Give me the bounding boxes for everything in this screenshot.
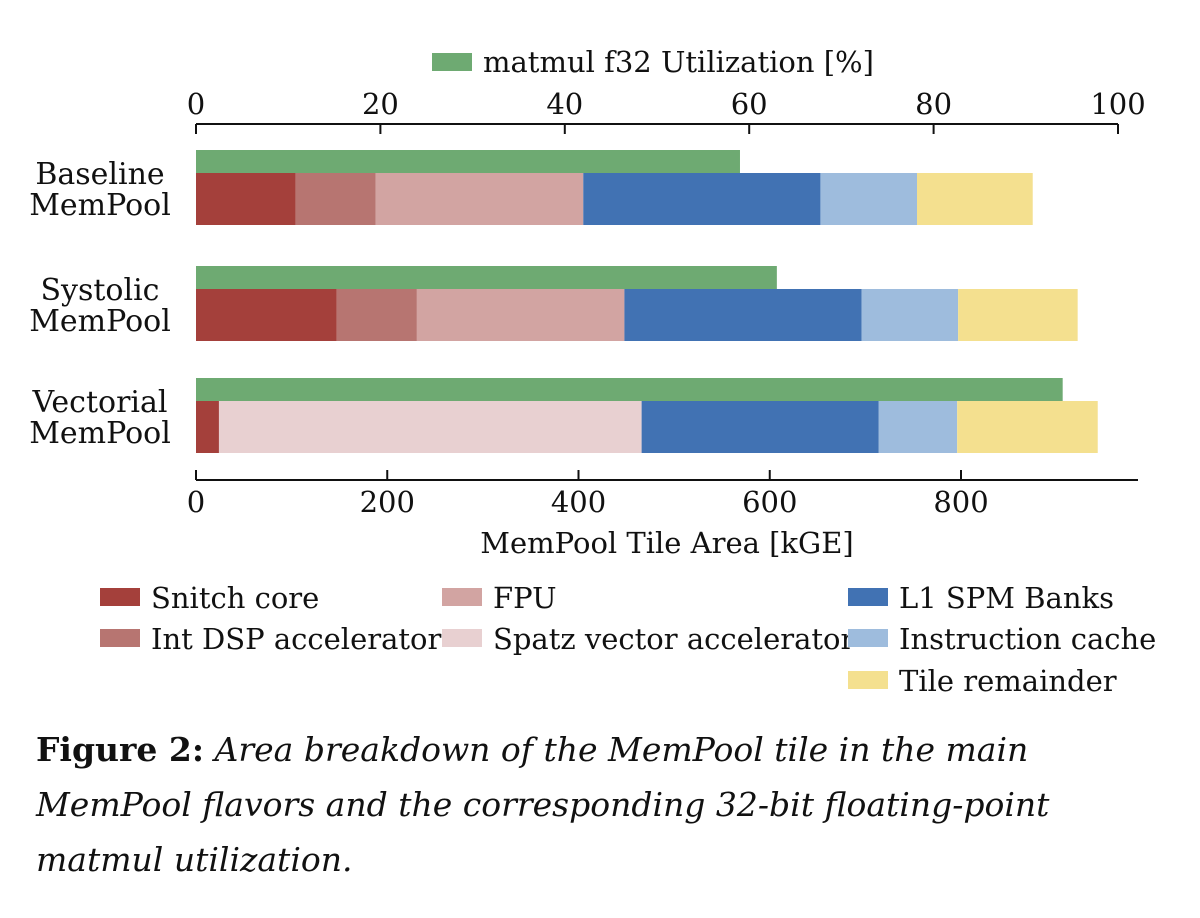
util-axis-tick-label: 0: [187, 87, 205, 121]
area-bar-segment: [957, 401, 1098, 453]
area-bar-segment: [196, 173, 296, 225]
legend-swatch: [848, 671, 888, 689]
legend-swatch: [442, 629, 482, 647]
area-axis-tick-label: 800: [933, 485, 988, 519]
category-label: Systolic: [40, 273, 159, 308]
category-label: MemPool: [29, 416, 171, 451]
area-bar-segment: [624, 289, 862, 341]
area-bar-segment: [641, 401, 879, 453]
area-bar-segment: [878, 401, 958, 453]
legend-label: Instruction cache: [899, 622, 1156, 656]
util-axis-tick-label: 20: [362, 87, 399, 121]
legend-label: Tile remainder: [899, 664, 1117, 698]
area-bar-segment: [861, 289, 959, 341]
category-label: MemPool: [29, 188, 171, 223]
util-axis-tick-label: 80: [915, 87, 952, 121]
category-label: Baseline: [35, 157, 164, 192]
area-bar-segment: [196, 289, 337, 341]
legend-label: Int DSP accelerator: [151, 622, 441, 656]
utilization-bar: [196, 150, 740, 173]
area-axis-title: MemPool Tile Area [kGE]: [480, 526, 853, 560]
legend-swatch: [442, 588, 482, 606]
area-bar-segment: [583, 173, 821, 225]
util-axis-tick-label: 40: [546, 87, 583, 121]
legend-swatch-utilization: [432, 53, 472, 71]
area-axis-tick-label: 600: [742, 485, 797, 519]
legend-label-utilization: matmul f32 Utilization [%]: [483, 45, 874, 79]
stacked-area-utilization-chart: 0 20 40 60 80 100 0 200 400 600 800 MemPool Tile Ar…: [29, 45, 1156, 698]
util-axis-tick-label: 60: [731, 87, 768, 121]
legend-label: L1 SPM Banks: [899, 581, 1114, 615]
category-label: Vectorial: [32, 385, 168, 420]
utilization-bar: [196, 266, 777, 289]
area-bar-segment: [958, 289, 1078, 341]
utilization-bar: [196, 378, 1063, 401]
area-bar-segment: [375, 173, 584, 225]
area-bar-segment: [196, 401, 219, 453]
caption-text: Area breakdown of the MemPool tile in th…: [36, 730, 1050, 879]
legend-swatch: [100, 629, 140, 647]
category-label: MemPool: [29, 304, 171, 339]
area-axis-tick-label: 400: [551, 485, 606, 519]
legend-label: Snitch core: [151, 581, 319, 615]
area-axis-tick-label: 200: [360, 485, 415, 519]
figure-caption: Figure 2: Area breakdown of the MemPool …: [36, 722, 1166, 887]
area-bar-segment: [917, 173, 1033, 225]
area-bar-segment: [336, 289, 417, 341]
legend-swatch: [848, 629, 888, 647]
area-bar-segment: [416, 289, 625, 341]
legend-swatch: [848, 588, 888, 606]
util-axis-tick-label: 100: [1090, 87, 1145, 121]
area-bar-segment: [820, 173, 918, 225]
area-bar-segment: [218, 401, 642, 453]
legend-swatch: [100, 588, 140, 606]
legend-label: Spatz vector accelerator: [493, 622, 854, 656]
area-bar-segment: [295, 173, 376, 225]
area-axis-tick-label: 0: [187, 485, 205, 519]
legend-label: FPU: [493, 581, 557, 615]
caption-label: Figure 2:: [36, 730, 205, 769]
